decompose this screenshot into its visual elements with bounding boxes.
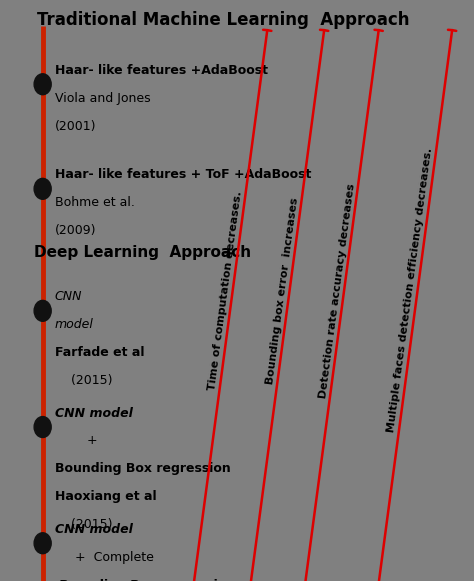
Text: Traditional Machine Learning  Approach: Traditional Machine Learning Approach [36, 12, 409, 29]
Text: +  Complete: + Complete [55, 551, 154, 564]
Text: Time of computation decreases.: Time of computation decreases. [207, 190, 244, 391]
Text: Haar- like features +AdaBoost: Haar- like features +AdaBoost [55, 64, 267, 77]
Text: (2015): (2015) [55, 374, 112, 387]
Text: Haoxiang et al: Haoxiang et al [55, 490, 156, 503]
Text: Viola and Jones: Viola and Jones [55, 92, 150, 105]
Text: model: model [55, 318, 93, 331]
Text: CNN: CNN [55, 290, 82, 303]
Text: +: + [55, 435, 97, 447]
Text: Haar- like features + ToF +AdaBoost: Haar- like features + ToF +AdaBoost [55, 168, 311, 181]
Text: Multiple faces detection efficiency decreases.: Multiple faces detection efficiency decr… [386, 148, 435, 433]
Text: CNN model: CNN model [55, 523, 132, 536]
Circle shape [34, 533, 51, 554]
Text: Deep Learning  Approach: Deep Learning Approach [34, 245, 251, 260]
Text: Detection rate accuracy decreases: Detection rate accuracy decreases [318, 182, 356, 399]
Text: Bounding Box regression: Bounding Box regression [55, 579, 235, 581]
Circle shape [34, 178, 51, 199]
Text: Bounding box error  increases: Bounding box error increases [265, 196, 300, 385]
Text: (2015): (2015) [55, 518, 112, 531]
Text: (2001): (2001) [55, 120, 96, 132]
Circle shape [34, 417, 51, 437]
Text: CNN model: CNN model [55, 407, 132, 419]
Circle shape [34, 74, 51, 95]
Text: (2009): (2009) [55, 224, 96, 237]
Text: Bounding Box regression: Bounding Box regression [55, 462, 230, 475]
Text: Farfade et al: Farfade et al [55, 346, 144, 359]
Text: Bohme et al.: Bohme et al. [55, 196, 135, 209]
Circle shape [34, 300, 51, 321]
